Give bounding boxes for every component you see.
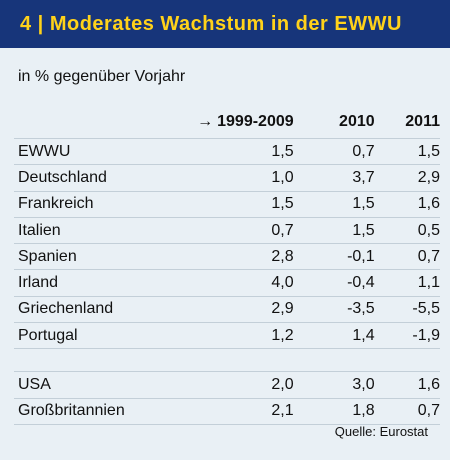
table-row: Frankreich 1,5 1,5 1,6: [14, 191, 440, 218]
value-cell: 1,2: [167, 322, 294, 350]
data-table: → 1999-2009 2010 2011 EWWU 1,5 0,7 1,5 Deutsc…: [14, 108, 440, 425]
value-cell: 1,5: [293, 217, 375, 245]
table-body: EWWU 1,5 0,7 1,5 Deutschland 1,0 3,7 2,9 Frankre…: [14, 138, 440, 425]
row-label: Irland: [14, 269, 168, 297]
value-cell: -0,1: [293, 243, 375, 271]
row-label: Portugal: [14, 322, 168, 350]
table-row: Portugal 1,2 1,4 -1,9: [14, 322, 440, 350]
value-cell: 0,7: [293, 138, 375, 166]
row-label: USA: [14, 371, 168, 399]
table-row: EWWU 1,5 0,7 1,5: [14, 138, 440, 166]
source-note: Quelle: Eurostat: [334, 424, 428, 439]
value-cell: 1,5: [167, 191, 294, 218]
chart-title: 4 | Moderates Wachstum in der EWWU: [20, 12, 402, 35]
value-cell: 2,0: [167, 371, 294, 399]
chart-subtitle: in % gegenüber Vorjahr: [18, 68, 186, 85]
value-cell: 1,5: [167, 138, 294, 166]
value-cell: 1,8: [293, 398, 375, 425]
value-cell: 0,7: [374, 243, 440, 271]
value-cell: 0,7: [374, 398, 440, 425]
value-cell: 0,7: [167, 217, 294, 245]
value-cell: 1,5: [293, 191, 375, 218]
arrow-right-icon: →: [197, 113, 214, 130]
value-cell: -5,5: [374, 296, 440, 324]
column-header-2010: 2010: [293, 108, 375, 139]
value-cell: -0,4: [293, 269, 375, 297]
header-bar: 4 | Moderates Wachstum in der EWWU: [0, 0, 450, 48]
row-label: Griechenland: [14, 296, 168, 324]
value-cell: 0,5: [374, 217, 440, 245]
value-cell: 1,4: [293, 322, 375, 350]
table-row: Spanien 2,8 -0,1 0,7: [14, 243, 440, 271]
value-cell: -3,5: [293, 296, 375, 324]
table-row: Großbritannien 2,1 1,8 0,7: [14, 398, 440, 425]
table-header-row: → 1999-2009 2010 2011: [14, 108, 440, 139]
group-spacer: [14, 348, 440, 373]
table-row: Italien 0,7 1,5 0,5: [14, 217, 440, 245]
value-cell: 1,6: [374, 371, 440, 399]
value-cell: 2,1: [167, 398, 294, 425]
value-cell: 2,9: [167, 296, 294, 324]
row-label: Deutschland: [14, 164, 168, 192]
value-cell: 1,1: [374, 269, 440, 297]
value-cell: 2,8: [167, 243, 294, 271]
table-row: Irland 4,0 -0,4 1,1: [14, 269, 440, 297]
value-cell: 2,9: [374, 164, 440, 192]
value-cell: 4,0: [167, 269, 294, 297]
value-cell: -1,9: [374, 322, 440, 350]
value-cell: 3,7: [293, 164, 375, 192]
table-row: Deutschland 1,0 3,7 2,9: [14, 164, 440, 192]
column-header-1999-2009: → 1999-2009: [167, 108, 294, 139]
value-cell: 3,0: [293, 371, 375, 399]
value-cell: 1,6: [374, 191, 440, 218]
value-cell: 1,5: [374, 138, 440, 166]
column-header-label: 1999-2009: [217, 113, 294, 130]
table-row: Griechenland 2,9 -3,5 -5,5: [14, 296, 440, 324]
table-row: USA 2,0 3,0 1,6: [14, 371, 440, 399]
header-empty-cell: [14, 108, 168, 139]
row-label: Frankreich: [14, 191, 168, 218]
row-label: Großbritannien: [14, 398, 168, 425]
row-label: EWWU: [14, 138, 168, 166]
row-label: Italien: [14, 217, 168, 245]
column-header-2011: 2011: [374, 108, 440, 139]
row-label: Spanien: [14, 243, 168, 271]
value-cell: 1,0: [167, 164, 294, 192]
